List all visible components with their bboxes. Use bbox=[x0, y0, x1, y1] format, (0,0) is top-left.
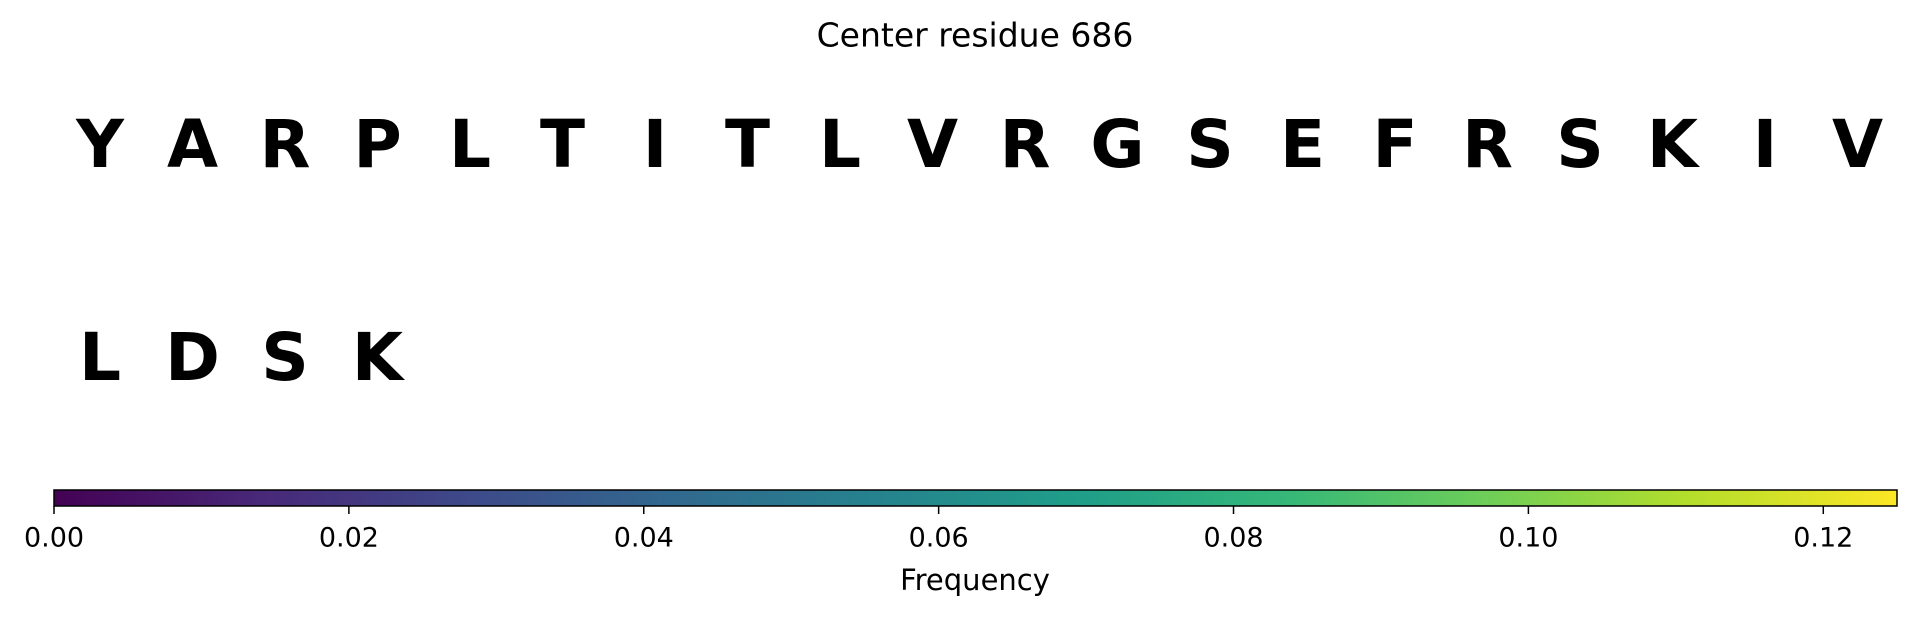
residue-letter: S bbox=[1186, 106, 1234, 183]
x-tick-label: 0.12 bbox=[1793, 523, 1853, 554]
residue-letter: S bbox=[1556, 106, 1604, 183]
residue-letter: V bbox=[907, 106, 958, 183]
residue-letter: K bbox=[1647, 106, 1701, 183]
residue-letter: R bbox=[1462, 106, 1513, 183]
chart-title: Center residue 686 bbox=[817, 16, 1134, 55]
residue-letter: L bbox=[819, 106, 861, 183]
residue-letter: D bbox=[165, 319, 220, 396]
x-tick-label: 0.02 bbox=[319, 523, 379, 554]
residue-letter: F bbox=[1372, 106, 1417, 183]
residue-letter: A bbox=[167, 106, 218, 183]
residue-letter: P bbox=[353, 106, 401, 183]
residue-letter: I bbox=[643, 106, 668, 183]
residue-letter: I bbox=[1753, 106, 1778, 183]
residue-letter: Y bbox=[75, 106, 125, 183]
x-tick-label: 0.00 bbox=[24, 523, 84, 554]
residue-letter: G bbox=[1090, 106, 1144, 183]
x-tick-label: 0.06 bbox=[909, 523, 969, 554]
residue-letter: L bbox=[79, 319, 121, 396]
residue-letter: T bbox=[540, 106, 585, 183]
x-tick-label: 0.04 bbox=[614, 523, 674, 554]
residue-letter: R bbox=[1000, 106, 1051, 183]
residue-letter: V bbox=[1832, 106, 1883, 183]
residue-letter: S bbox=[261, 319, 309, 396]
residue-letter: E bbox=[1280, 106, 1325, 183]
residue-letter: L bbox=[449, 106, 491, 183]
x-tick-label: 0.10 bbox=[1498, 523, 1558, 554]
residue-letter: T bbox=[725, 106, 770, 183]
x-tick-label: 0.08 bbox=[1203, 523, 1263, 554]
residue-letter: K bbox=[352, 319, 406, 396]
residue-letter: R bbox=[260, 106, 311, 183]
x-axis-label: Frequency bbox=[900, 563, 1050, 597]
colorbar bbox=[53, 489, 1898, 507]
